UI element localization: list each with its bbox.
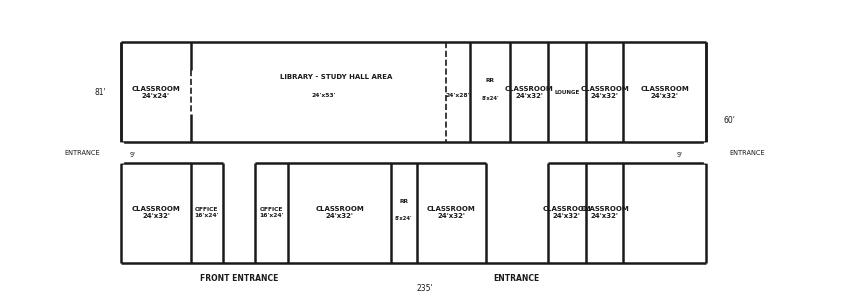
Text: OFFICE
16'x24': OFFICE 16'x24' <box>194 207 219 218</box>
Text: CLASSROOM
24'x32': CLASSROOM 24'x32' <box>504 86 554 99</box>
Text: LIBRARY - STUDY HALL AREA: LIBRARY - STUDY HALL AREA <box>280 74 392 80</box>
Text: CLASSROOM
24'x24': CLASSROOM 24'x24' <box>132 86 180 99</box>
Text: 8'x24': 8'x24' <box>481 95 499 101</box>
Text: CLASSROOM
24'x32': CLASSROOM 24'x32' <box>543 206 591 219</box>
Text: CLASSROOM
24'x32': CLASSROOM 24'x32' <box>580 86 629 99</box>
Text: CLASSROOM
24'x32': CLASSROOM 24'x32' <box>427 206 475 219</box>
Text: 9': 9' <box>677 152 683 157</box>
Text: CLASSROOM
24'x32': CLASSROOM 24'x32' <box>640 86 689 99</box>
Text: CLASSROOM
24'x32': CLASSROOM 24'x32' <box>580 206 629 219</box>
Text: 60': 60' <box>724 117 736 125</box>
Text: RR: RR <box>399 199 408 204</box>
Text: 8'x24': 8'x24' <box>395 216 413 221</box>
Text: CLASSROOM
24'x32': CLASSROOM 24'x32' <box>132 206 180 219</box>
Text: 24'x28': 24'x28' <box>446 93 470 98</box>
Text: 24'x53': 24'x53' <box>312 93 336 98</box>
Text: 81': 81' <box>94 88 106 97</box>
Text: ENTRANCE: ENTRANCE <box>730 149 766 156</box>
Text: OFFICE
16'x24': OFFICE 16'x24' <box>260 207 284 218</box>
Text: 9': 9' <box>130 152 136 157</box>
Text: RR: RR <box>486 78 495 83</box>
Text: ENTRANCE: ENTRANCE <box>65 149 100 156</box>
Text: FRONT ENTRANCE: FRONT ENTRANCE <box>200 274 278 283</box>
Text: ENTRANCE: ENTRANCE <box>494 274 540 283</box>
Text: 235': 235' <box>416 284 433 293</box>
Text: LOUNGE: LOUNGE <box>554 90 579 95</box>
Text: CLASSROOM
24'x32': CLASSROOM 24'x32' <box>315 206 364 219</box>
